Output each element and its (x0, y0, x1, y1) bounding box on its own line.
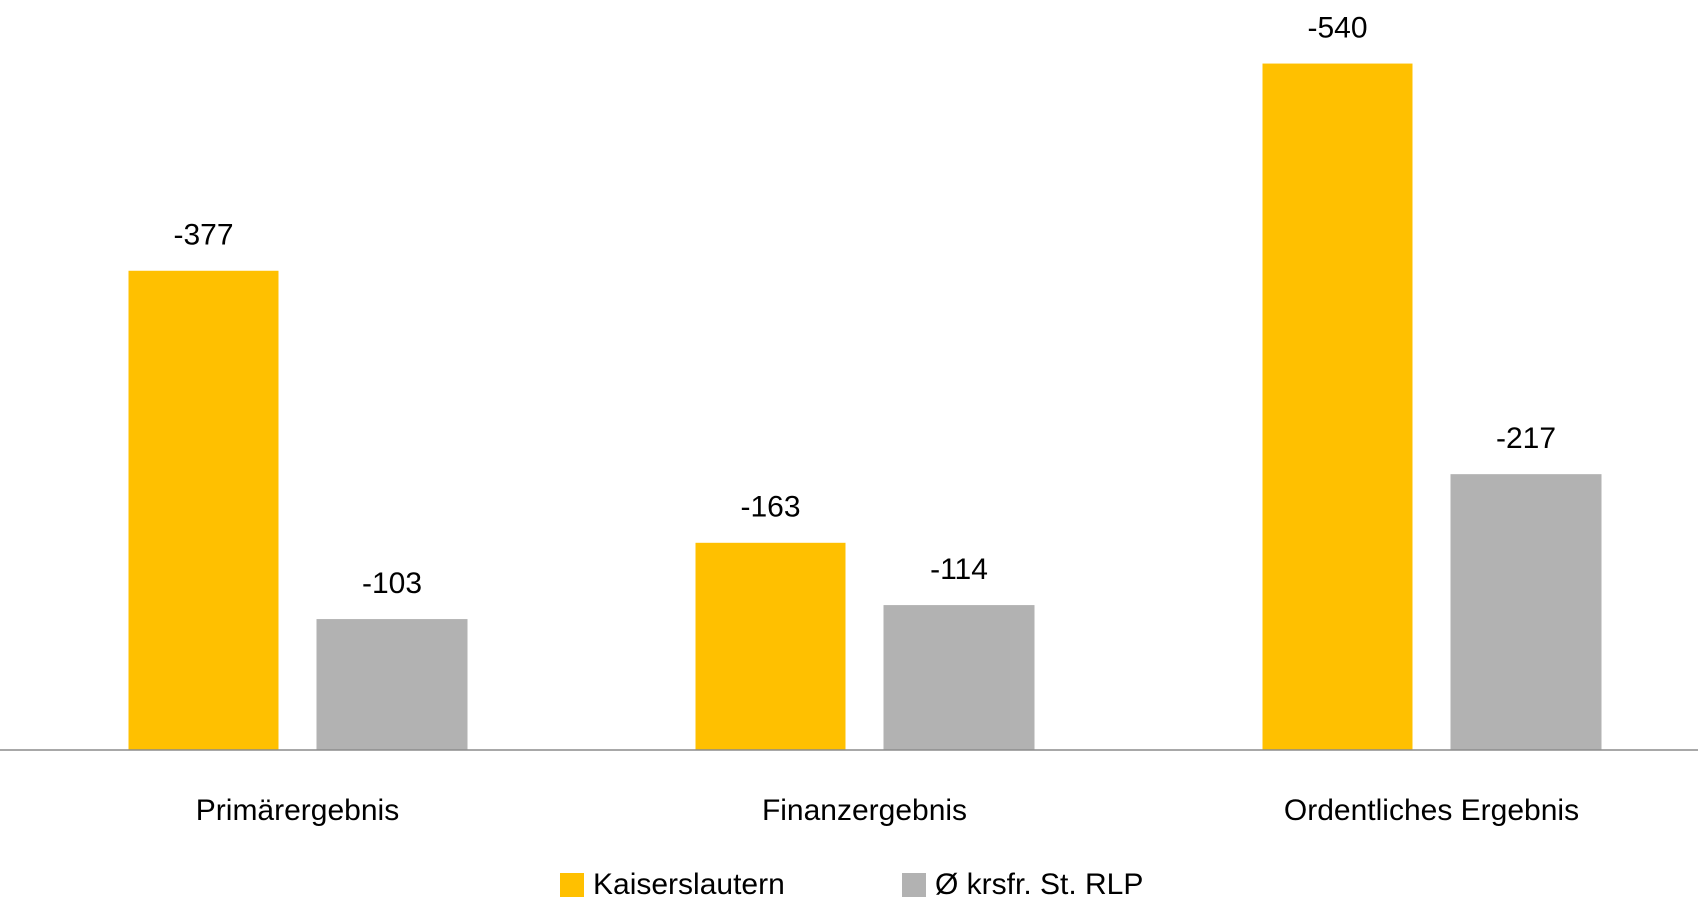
data-label: -377 (173, 219, 233, 252)
data-label: -114 (930, 553, 988, 586)
bar (1262, 63, 1413, 750)
legend-label: Ø krsfr. St. RLP (935, 868, 1143, 901)
legend-swatch (902, 873, 926, 897)
bar (128, 270, 279, 750)
bar (316, 619, 468, 750)
data-label: -217 (1496, 422, 1556, 455)
data-label: -540 (1307, 11, 1367, 44)
x-tick-label: Ordentliches Ergebnis (1284, 794, 1579, 827)
data-label: -163 (740, 491, 800, 524)
legend-swatch (560, 873, 584, 897)
bar (883, 605, 1035, 750)
data-label: -103 (362, 567, 422, 600)
legend-label: Kaiserslautern (593, 868, 785, 901)
bar (695, 542, 846, 750)
bar (1450, 474, 1602, 750)
x-tick-label: Finanzergebnis (762, 794, 967, 827)
x-tick-label: Primärergebnis (196, 794, 399, 827)
